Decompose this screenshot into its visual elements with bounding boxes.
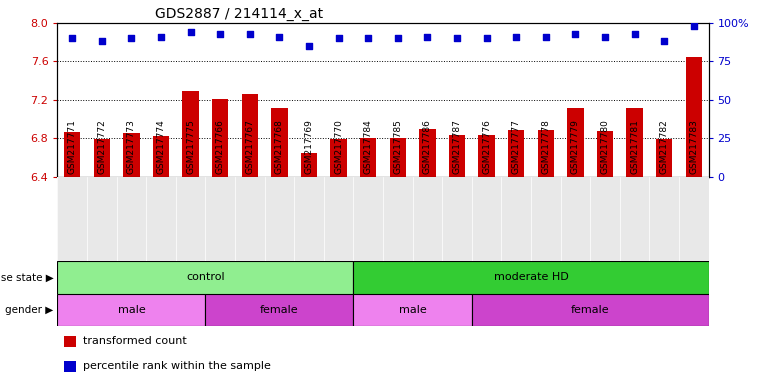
Bar: [64, 361, 76, 372]
Point: [510, 34, 522, 40]
Point: [480, 35, 493, 41]
Bar: [419, 129, 436, 177]
Point: [244, 31, 256, 37]
Bar: [57, 294, 205, 326]
Bar: [182, 91, 198, 177]
Bar: [64, 336, 76, 347]
Point: [214, 31, 227, 37]
Bar: [64, 132, 80, 177]
Text: transformed count: transformed count: [83, 336, 187, 346]
Point: [155, 34, 167, 40]
Text: male: male: [117, 305, 146, 315]
Bar: [353, 294, 472, 326]
Point: [332, 35, 345, 41]
Point: [96, 38, 108, 45]
Bar: [123, 134, 139, 177]
Bar: [271, 108, 287, 177]
Text: male: male: [399, 305, 427, 315]
Point: [273, 34, 286, 40]
Point: [391, 35, 404, 41]
Text: gender ▶: gender ▶: [5, 305, 54, 315]
Bar: [508, 130, 524, 177]
Bar: [538, 130, 554, 177]
Text: GDS2887 / 214114_x_at: GDS2887 / 214114_x_at: [155, 7, 323, 21]
Point: [66, 35, 78, 41]
Bar: [212, 99, 228, 177]
Bar: [330, 139, 347, 177]
Point: [688, 23, 700, 29]
Bar: [57, 261, 353, 294]
Bar: [301, 152, 317, 177]
Bar: [479, 136, 495, 177]
Point: [185, 29, 197, 35]
Bar: [93, 139, 110, 177]
Bar: [360, 138, 376, 177]
Text: percentile rank within the sample: percentile rank within the sample: [83, 361, 271, 371]
Bar: [153, 136, 169, 177]
Text: female: female: [260, 305, 299, 315]
Bar: [205, 294, 353, 326]
Bar: [568, 108, 584, 177]
Text: moderate HD: moderate HD: [493, 272, 568, 283]
Point: [658, 38, 670, 45]
Text: control: control: [186, 272, 224, 283]
Bar: [390, 138, 406, 177]
Bar: [627, 108, 643, 177]
Point: [421, 34, 434, 40]
Bar: [353, 261, 709, 294]
Text: disease state ▶: disease state ▶: [0, 272, 54, 283]
Bar: [686, 56, 702, 177]
Point: [628, 31, 640, 37]
Bar: [656, 139, 673, 177]
Point: [303, 43, 315, 49]
Text: female: female: [571, 305, 610, 315]
Point: [540, 34, 552, 40]
Bar: [597, 131, 613, 177]
Bar: [472, 294, 709, 326]
Bar: [242, 94, 258, 177]
Point: [451, 35, 463, 41]
Point: [126, 35, 138, 41]
Point: [599, 34, 611, 40]
Point: [362, 35, 375, 41]
Point: [569, 31, 581, 37]
Bar: [449, 136, 465, 177]
